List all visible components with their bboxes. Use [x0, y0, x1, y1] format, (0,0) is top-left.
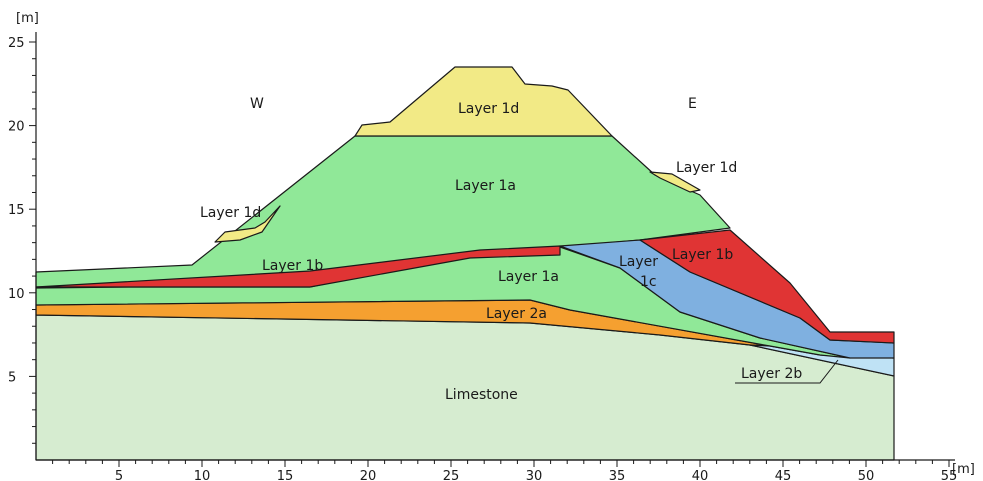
layer-1d-east-patch	[649, 171, 701, 193]
y-tick-label: 10	[8, 287, 25, 302]
label-layer-2a: Layer 2a	[486, 306, 547, 322]
y-tick-label: 5	[8, 370, 16, 385]
x-tick-label: 5	[115, 469, 123, 481]
x-tick-label: 55	[941, 469, 958, 481]
x-tick-label: 50	[858, 469, 875, 481]
layer-1b-west	[35, 245, 561, 288]
x-tick-label: 30	[526, 469, 543, 481]
label-layer-1d-top: Layer 1d	[458, 101, 519, 117]
x-tick-label: 35	[609, 469, 626, 481]
direction-east: E	[688, 96, 697, 112]
label-layer-1d-west: Layer 1d	[200, 205, 261, 221]
y-axis-ticks: 5 10 15 20 25	[8, 36, 36, 444]
label-layer-1a-lower: Layer 1a	[498, 269, 559, 285]
label-layer-2b: Layer 2b	[741, 366, 802, 382]
x-tick-label: 20	[360, 469, 377, 481]
label-layer-1c-line2: 1c	[640, 274, 657, 290]
x-axis-unit: [m]	[952, 462, 975, 477]
y-tick-label: 15	[8, 203, 25, 218]
label-layer-1b-east: Layer 1b	[672, 247, 733, 263]
label-limestone: Limestone	[445, 387, 518, 403]
layer-2b-leader-line	[735, 359, 839, 384]
direction-west: W	[250, 96, 264, 112]
layer-1d-west-patch	[214, 205, 281, 243]
label-layer-1b-west: Layer 1b	[262, 258, 323, 274]
x-axis-ticks: 5 10 15 20 25 30 35 40 45 50 55	[52, 460, 958, 481]
x-tick-label: 15	[277, 469, 294, 481]
y-tick-label: 20	[8, 120, 25, 135]
label-layer-1d-east: Layer 1d	[676, 160, 737, 176]
x-tick-label: 45	[775, 469, 792, 481]
layer-1d-crest	[354, 66, 613, 137]
y-tick-label: 25	[8, 36, 25, 51]
y-axis-unit: [m]	[16, 11, 39, 26]
label-layer-1c-line1: Layer	[619, 254, 658, 270]
label-layer-1a-upper: Layer 1a	[455, 178, 516, 194]
x-tick-label: 10	[194, 469, 211, 481]
x-tick-label: 40	[692, 469, 709, 481]
x-tick-label: 25	[443, 469, 460, 481]
layer-1b-east	[639, 229, 895, 344]
